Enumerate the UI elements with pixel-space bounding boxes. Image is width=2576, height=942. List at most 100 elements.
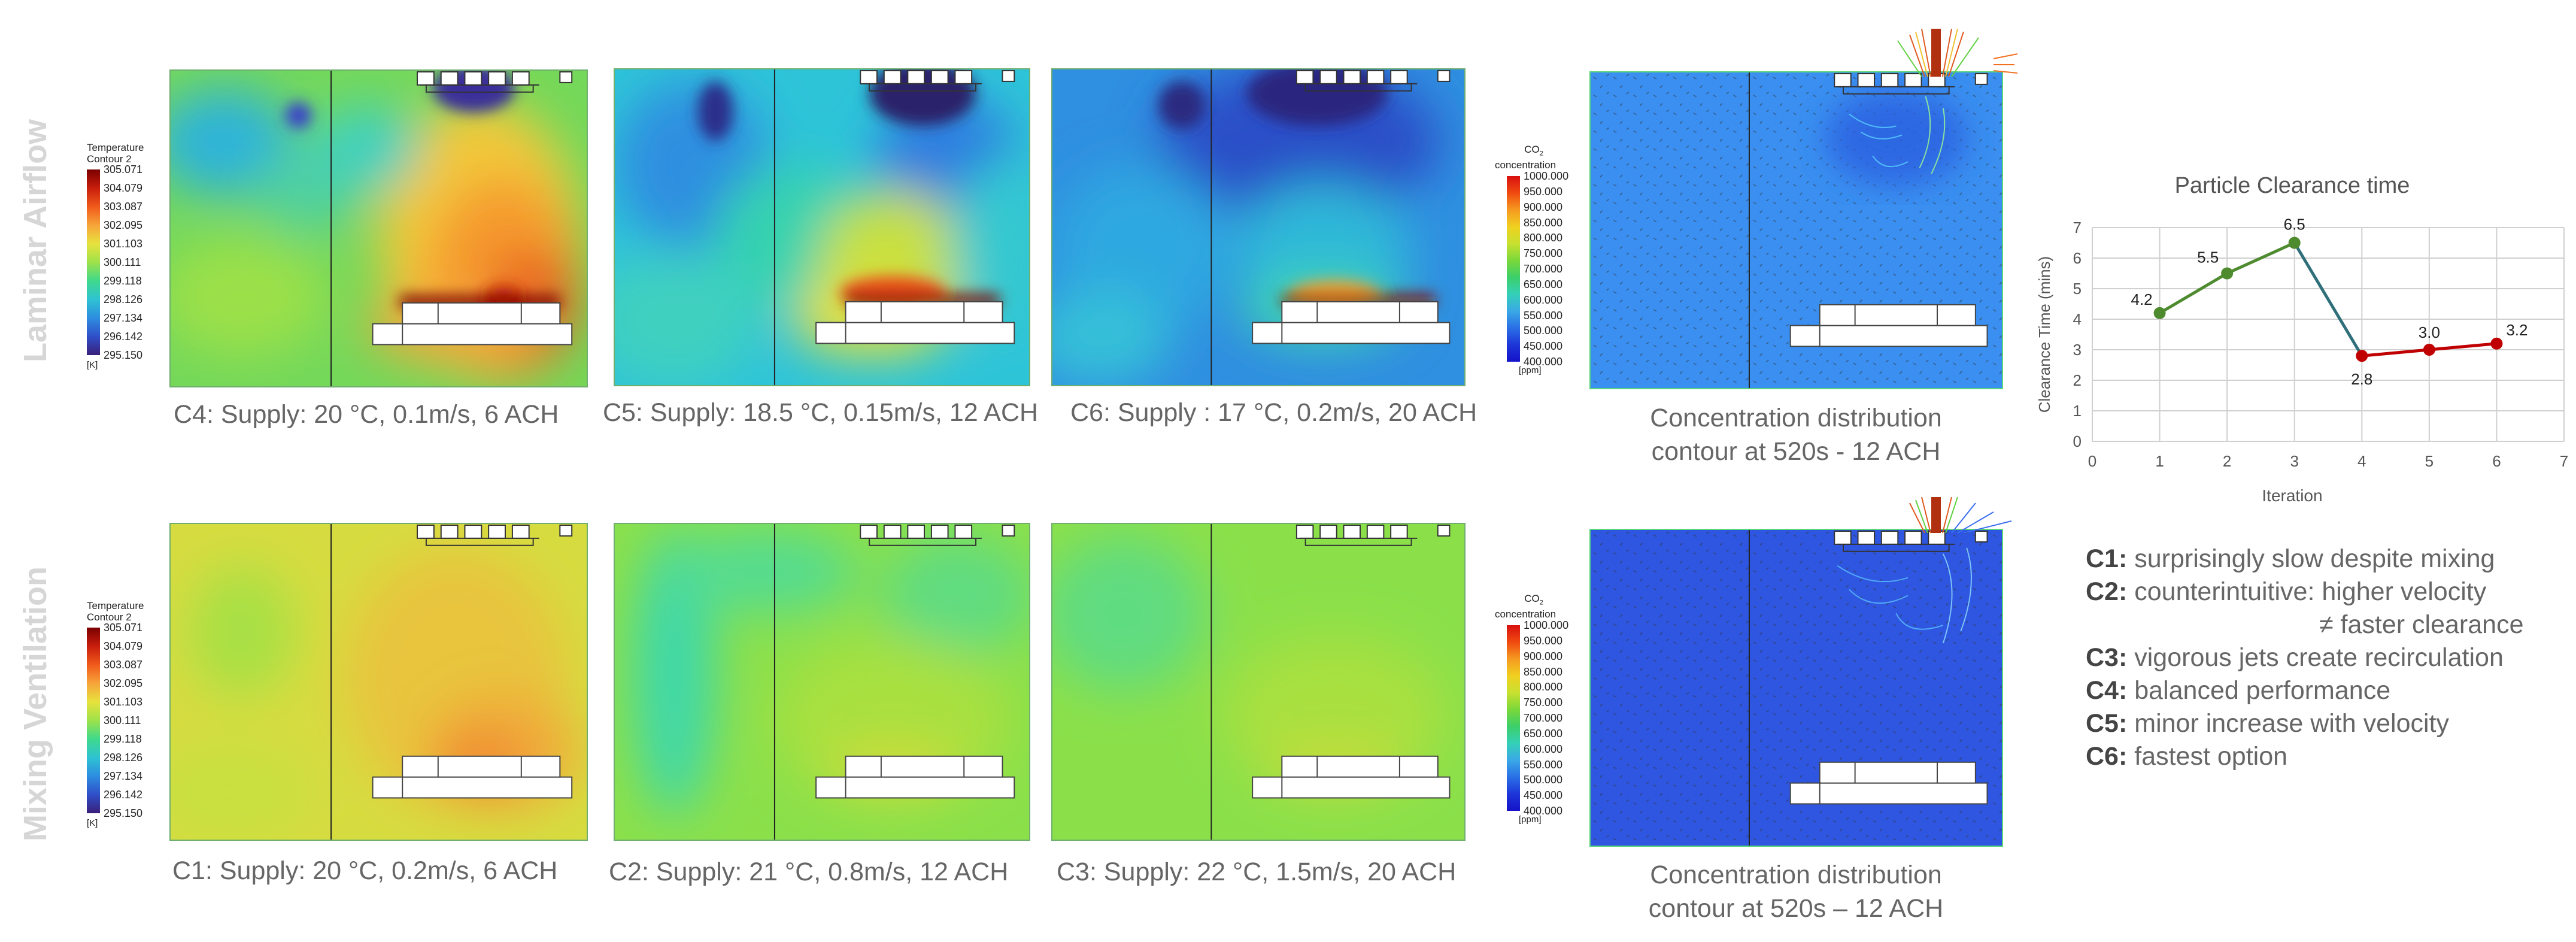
co2-contour-bottom — [1589, 529, 2003, 847]
x-tick-label: 4 — [2357, 452, 2366, 470]
x-tick-label: 5 — [2425, 452, 2434, 470]
y-tick-label: 4 — [2073, 310, 2082, 328]
chart-title: Particle Clearance time — [2175, 173, 2410, 198]
note-continuation: ≠ faster clearance — [2319, 610, 2524, 639]
data-point — [2153, 307, 2166, 319]
note-line: C5: minor increase with velocity — [2086, 707, 2523, 740]
caption-c3: C3: Supply: 22 °C, 1.5m/s, 20 ACH — [1057, 858, 1457, 886]
legend-tick-label: 800.000 — [1524, 681, 1563, 693]
note-key: C1: — [2086, 544, 2128, 573]
caption-concentration-bottom: Concentration distribution contour at 52… — [1568, 858, 2023, 925]
temperature-contour — [171, 524, 587, 840]
note-key: C6: — [2086, 742, 2128, 771]
legend-tick-label: 303.087 — [104, 201, 143, 213]
caption-c2: C2: Supply: 21 °C, 0.8m/s, 12 ACH — [609, 858, 1009, 886]
legend-tick-label: 299.118 — [104, 733, 142, 745]
legend-tick-label: 296.142 — [104, 331, 143, 343]
note-key: C2: — [2086, 577, 2128, 606]
legend-unit: [ppm] — [1519, 365, 1542, 375]
legend-subtitle: Contour 2 — [87, 611, 132, 623]
data-point — [2221, 267, 2234, 280]
legend-tick-label: 298.126 — [104, 752, 143, 764]
series-line — [2293, 242, 2363, 357]
legend-tick-label: 400.000 — [1524, 805, 1563, 817]
temperature-legend-bottom: Temperature Contour 2 [K] 305.071 304.079… — [87, 600, 159, 846]
contour-c5 — [614, 68, 1030, 386]
note-text: vigorous jets create recirculation — [2127, 643, 2504, 672]
legend-tick-label: 303.087 — [104, 659, 143, 671]
note-line: C2: counterintuitive: higher velocity — [2086, 576, 2523, 608]
legend-tick-label: 750.000 — [1524, 247, 1563, 260]
temperature-contour — [615, 524, 1029, 840]
legend-tick-label: 298.126 — [104, 293, 143, 305]
x-tick-label: 0 — [2088, 452, 2096, 470]
data-label: 3.2 — [2506, 321, 2528, 339]
data-point — [2490, 337, 2503, 350]
note-text: surprisingly slow despite mixing — [2127, 544, 2495, 573]
note-line: C4: balanced performance — [2086, 674, 2523, 707]
caption-concentration-top: Concentration distribution contour at 52… — [1568, 401, 2023, 468]
legend-tick-label: 700.000 — [1524, 712, 1563, 724]
note-text: fastest option — [2127, 742, 2288, 771]
data-point — [2356, 350, 2368, 362]
note-text: minor increase with velocity — [2127, 709, 2449, 738]
legend-tick-label: 950.000 — [1524, 185, 1563, 198]
data-label: 4.2 — [2131, 290, 2152, 308]
data-point — [2288, 237, 2301, 249]
contour-c3 — [1051, 523, 1466, 841]
temperature-colorbar — [87, 169, 100, 355]
y-tick-label: 7 — [2073, 219, 2082, 237]
legend-tick-label: 550.000 — [1524, 758, 1563, 771]
note-line: C3: vigorous jets create recirculation — [2086, 641, 2523, 674]
data-label: 3.0 — [2419, 323, 2440, 341]
temperature-contour — [171, 71, 587, 386]
legend-tick-label: 800.000 — [1524, 232, 1563, 244]
legend-tick-label: 1000.000 — [1524, 170, 1569, 182]
legend-tick-label: 300.111 — [104, 714, 141, 726]
x-tick-label: 7 — [2560, 452, 2568, 470]
legend-tick-label: 301.103 — [104, 238, 143, 250]
legend-tick-label: 299.118 — [104, 275, 142, 287]
note-key: C3: — [2086, 643, 2128, 672]
legend-tick-label: 296.142 — [104, 789, 143, 801]
legend-tick-label: 302.095 — [104, 677, 143, 689]
co2-legend-bottom: CO2 concentration [ppm] 1000.000 950.000 9… — [1495, 593, 1573, 844]
legend-title: CO2 — [1524, 593, 1543, 607]
contour-c6 — [1051, 68, 1466, 386]
legend-tick-label: 700.000 — [1524, 263, 1563, 275]
exhaust-plume-top — [1897, 29, 2018, 77]
legend-tick-label: 295.150 — [104, 807, 143, 819]
caption-c6: C6: Supply : 17 °C, 0.2m/s, 20 ACH — [1070, 398, 1477, 427]
clearance-time-chart: Particle Clearance time 0 1 2 3 4 5 6 7 0 1 2 3 4 5 6 7 I… — [2035, 173, 2568, 505]
y-tick-label: 0 — [2073, 432, 2082, 450]
caption-line-1: Concentration distribution — [1650, 404, 1942, 432]
legend-tick-label: 500.000 — [1524, 325, 1563, 337]
caption-c1: C1: Supply: 20 °C, 0.2m/s, 6 ACH — [172, 856, 558, 885]
co2-concentration-contour — [1591, 72, 2002, 388]
legend-tick-label: 900.000 — [1524, 201, 1563, 213]
case-notes: C1: surprisingly slow despite mixing C2: … — [2086, 543, 2523, 773]
legend-tick-label: 302.095 — [104, 219, 143, 231]
x-tick-label: 6 — [2492, 452, 2501, 470]
legend-unit: [ppm] — [1519, 814, 1542, 825]
contour-c1 — [169, 523, 588, 841]
legend-tick-label: 305.071 — [104, 622, 143, 634]
legend-title: Temperature — [87, 142, 144, 153]
legend-tick-label: 850.000 — [1524, 665, 1563, 678]
legend-tick-label: 305.071 — [104, 163, 143, 175]
y-tick-label: 6 — [2073, 249, 2082, 267]
caption-line-2: contour at 520s – 12 ACH — [1648, 894, 1944, 923]
legend-unit: [K] — [87, 818, 98, 828]
data-label: 6.5 — [2284, 216, 2305, 234]
legend-tick-label: 450.000 — [1524, 340, 1563, 353]
legend-unit: [K] — [87, 360, 98, 370]
legend-tick-label: 304.079 — [104, 182, 143, 194]
legend-title: Temperature — [87, 600, 144, 611]
y-axis-label: Clearance Time (mins) — [2035, 256, 2053, 413]
legend-tick-label: 400.000 — [1524, 356, 1563, 368]
legend-subtitle: concentration — [1495, 159, 1556, 171]
co2-legend-top: CO2 concentration [ppm] 1000.000 950.000 9… — [1495, 144, 1573, 395]
legend-tick-label: 550.000 — [1524, 309, 1563, 322]
caption-line-1: Concentration distribution — [1650, 861, 1942, 889]
legend-tick-label: 950.000 — [1524, 634, 1563, 647]
